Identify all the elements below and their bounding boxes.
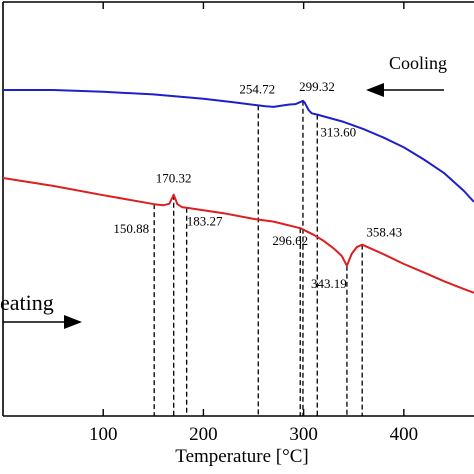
- series-layer: [2, 89, 474, 294]
- heating-curve: [2, 177, 474, 294]
- transition-temp-label: 299.32: [299, 79, 335, 94]
- cooling-arrow-head: [366, 83, 384, 97]
- annotation-layer: 150.88 170.32 183.27 254.72 296.62 299.32 313.…: [113, 79, 402, 291]
- x-axis-label: Temperature [°C]: [175, 446, 308, 467]
- cooling-label: Cooling: [389, 53, 447, 73]
- cooling-curve: [3, 89, 474, 203]
- transition-temp-label: 296.62: [272, 233, 308, 248]
- transition-temp-label: 150.88: [113, 221, 149, 236]
- transition-temp-label: 254.72: [239, 81, 275, 96]
- transition-temp-label: 343.19: [311, 276, 347, 291]
- transition-temp-label: 358.43: [366, 225, 402, 240]
- transition-temp-label: 313.60: [320, 125, 356, 140]
- x-tick-label: 100: [89, 424, 118, 445]
- transition-temp-label: 170.32: [156, 171, 192, 186]
- transition-temp-label: 183.27: [187, 214, 223, 229]
- x-tick-label: 200: [189, 424, 218, 445]
- x-tick-label: 300: [289, 424, 318, 445]
- heating-label: eating: [0, 290, 54, 315]
- x-tick-label: 400: [390, 424, 419, 445]
- heating-direction-indicator: eating: [0, 290, 82, 329]
- heating-arrow-head: [64, 315, 82, 329]
- x-ticks: 100 200 300 400: [89, 2, 418, 445]
- guide-lines: [153, 100, 363, 416]
- cooling-direction-indicator: Cooling: [366, 53, 447, 97]
